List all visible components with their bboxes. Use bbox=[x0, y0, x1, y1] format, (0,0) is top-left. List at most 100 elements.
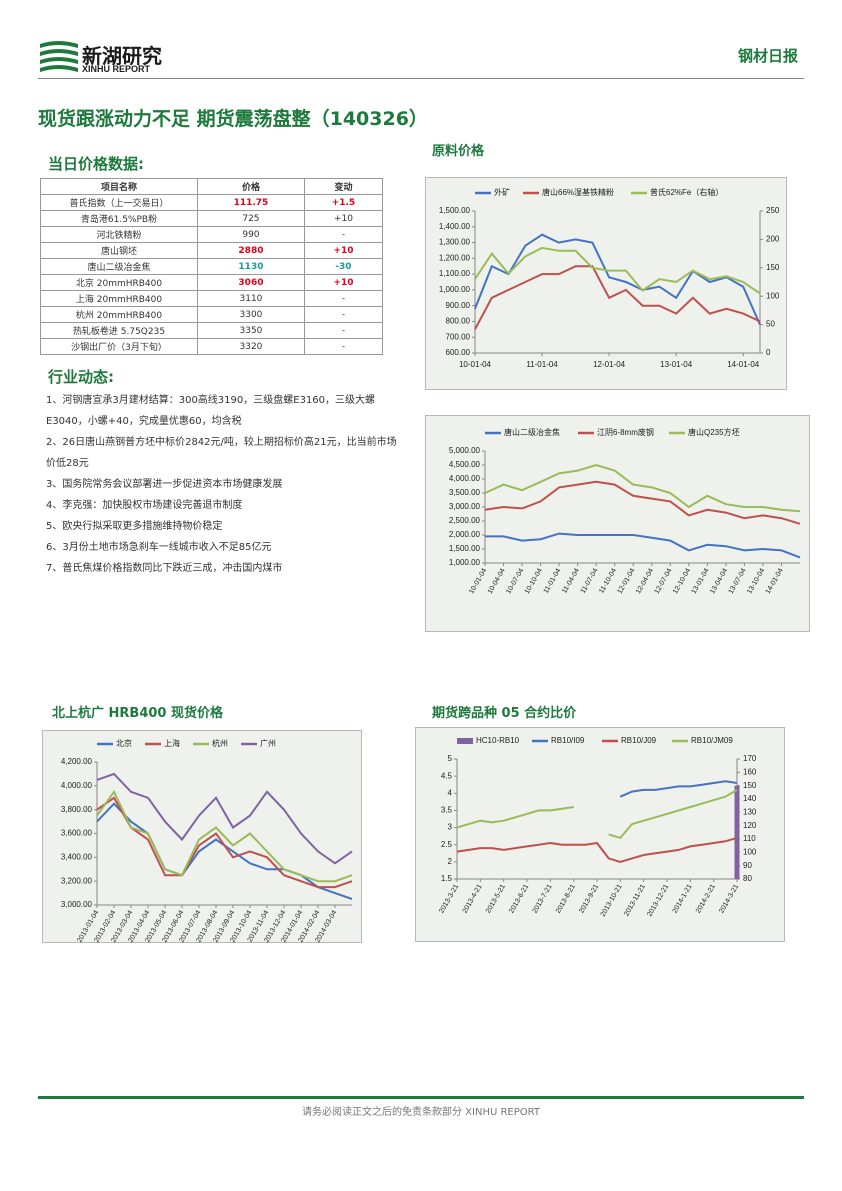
logo-en: XINHU REPORT bbox=[82, 64, 151, 74]
y-tick-label: 5,000.00 bbox=[449, 446, 481, 455]
y-tick-label: 3,600.00 bbox=[61, 829, 93, 838]
legend-label: 北京 bbox=[116, 738, 132, 748]
news-list: 1、河钢唐宣承3月建材结算：300高线3190，三级盘螺E3160，三级大螺E3… bbox=[46, 390, 406, 579]
y-tick-label: 4,000.00 bbox=[449, 474, 481, 483]
series-line bbox=[619, 780, 738, 798]
chart-background bbox=[425, 177, 787, 390]
y-tick-label: 3,000.00 bbox=[61, 900, 93, 909]
news-item: 3、国务院常务会议部署进一步促进资本市场健康发展 bbox=[46, 479, 283, 490]
legend-label: HC10-RB10 bbox=[476, 736, 520, 745]
table-row: 北京 20mmHRB400 3060 +10 bbox=[40, 274, 384, 291]
y-tick-label: 5 bbox=[448, 754, 453, 763]
news-item: 6、3月份土地市场急刹车一线城市收入不足85亿元 bbox=[46, 542, 272, 553]
header-rule bbox=[38, 78, 804, 79]
table-row: 沙钢出厂价（3月下旬） 3320- bbox=[40, 338, 384, 355]
table-cell: 杭州 20mmHRB400 bbox=[40, 306, 198, 323]
y-tick-label: 1,500.00 bbox=[449, 544, 481, 553]
table-cell: 3350 bbox=[197, 322, 305, 339]
y-tick-label: 800.00 bbox=[446, 317, 471, 326]
y-tick-label: 2,500.00 bbox=[449, 516, 481, 525]
legend-label: 广州 bbox=[260, 738, 276, 748]
y-tick-label: 4 bbox=[448, 788, 453, 797]
table-row: 唐山二级冶金焦 1130 -30 bbox=[40, 258, 384, 275]
news-item: 2、26日唐山燕钢普方坯中标价2842元/吨，较上期招标价高21元，比当前市场价… bbox=[46, 437, 397, 469]
legend-swatch bbox=[457, 738, 473, 744]
y2-tick-label: 160 bbox=[743, 767, 757, 776]
y-tick-label: 1,100.00 bbox=[439, 269, 471, 278]
table-row: 青岛港61.5%PB粉 725 +10 bbox=[40, 210, 384, 227]
y-tick-label: 3,400.00 bbox=[61, 852, 93, 861]
chart-title: 原料价格 bbox=[432, 144, 485, 159]
legend-label: RB10/JM09 bbox=[691, 736, 733, 745]
y-tick-label: 4,500.00 bbox=[449, 460, 481, 469]
series-line bbox=[484, 480, 801, 525]
y-tick-label: 2,000.00 bbox=[449, 530, 481, 539]
bar bbox=[734, 785, 740, 879]
legend-label: RB10/J09 bbox=[621, 736, 657, 745]
chart-background bbox=[415, 727, 785, 942]
x-tick-label: 13-01-04 bbox=[660, 360, 693, 369]
series-line bbox=[474, 233, 761, 326]
table-cell: 唐山二级冶金焦 bbox=[40, 258, 198, 275]
y-tick-label: 1,200.00 bbox=[439, 253, 471, 262]
table-cell: +1.5 bbox=[303, 194, 384, 211]
chart: 600.00 700.00 800.00 900.00 1,000.00 1,100.00… bbox=[425, 177, 787, 390]
table-cell: - bbox=[303, 322, 384, 339]
y-tick-label: 900.00 bbox=[446, 301, 471, 310]
x-tick-label: 10-01-04 bbox=[459, 360, 492, 369]
section-heading: 当日价格数据: bbox=[48, 155, 144, 173]
chart-title: 期货跨品种 05 合约比价 bbox=[432, 706, 577, 721]
y-tick-label: 3,800.00 bbox=[61, 805, 93, 814]
legend-label: RB10/I09 bbox=[551, 736, 585, 745]
table-header-cell: 项目名称 bbox=[40, 178, 198, 195]
logo-mark bbox=[40, 41, 78, 72]
legend-label: 江阴6-8mm废钢 bbox=[597, 427, 654, 437]
news-item: 7、普氏焦煤价格指数同比下跌近三成，冲击国内煤市 bbox=[46, 563, 283, 574]
x-tick-label: 11-01-04 bbox=[526, 360, 558, 369]
chart-background bbox=[425, 415, 810, 632]
series-line bbox=[474, 265, 761, 330]
legend-label: 普氏62%Fe（右轴） bbox=[650, 187, 723, 197]
y-tick-label: 3,000.00 bbox=[449, 502, 481, 511]
footer-rule bbox=[38, 1096, 804, 1099]
table-row: 热轧板卷进 5.75Q235 3350- bbox=[40, 322, 384, 339]
footer: 请务必阅读正文之后的免责条款部分 XINHU REPORT bbox=[302, 1107, 540, 1118]
table-header-cell: 变动 bbox=[303, 178, 384, 195]
y2-tick-label: 0 bbox=[766, 348, 771, 357]
table-row: 河北铁精粉 990- bbox=[40, 226, 384, 243]
news-item: 1、河钢唐宣承3月建材结算：300高线3190，三级盘螺E3160，三级大螺E3… bbox=[46, 395, 376, 427]
y2-tick-label: 200 bbox=[766, 235, 780, 244]
y-tick-label: 1.5 bbox=[441, 874, 453, 883]
y2-tick-label: 150 bbox=[743, 781, 757, 790]
price-table: 项目名称 价格 变动 普氏指数（上一交易日） 111.75 +1.5 青岛港61.5%PB粉… bbox=[40, 178, 384, 355]
chart: 1.5 2 2.5 3 3.5 4 4.5 5 80 90 100 110 120 130 140 150 16… bbox=[415, 727, 785, 942]
table-cell: 北京 20mmHRB400 bbox=[40, 274, 198, 291]
table-header-row: 项目名称 价格 变动 bbox=[40, 178, 384, 195]
table-row: 普氏指数（上一交易日） 111.75 +1.5 bbox=[40, 194, 384, 211]
legend-label: 上海 bbox=[164, 738, 180, 748]
table-cell: 725 bbox=[197, 210, 305, 227]
table-row: 上海 20mmHRB400 3110- bbox=[40, 290, 384, 307]
chart: 1,000.00 1,500.00 2,000.00 2,500.00 3,000.00… bbox=[425, 415, 810, 632]
table-cell: 上海 20mmHRB400 bbox=[40, 290, 198, 307]
table-row: 唐山钢坯 2880 +10 bbox=[40, 242, 384, 259]
legend-label: 唐山66%湿基铁精粉 bbox=[542, 187, 614, 197]
table-cell: 3320 bbox=[197, 338, 305, 355]
y-tick-label: 3.5 bbox=[441, 806, 453, 815]
table-header-cell: 价格 bbox=[197, 178, 305, 195]
series-line bbox=[485, 532, 801, 559]
y-tick-label: 1,000.00 bbox=[439, 285, 471, 294]
y2-tick-label: 90 bbox=[743, 861, 752, 870]
y-tick-label: 1,400.00 bbox=[439, 222, 471, 231]
table-cell: 青岛港61.5%PB粉 bbox=[40, 210, 198, 227]
y2-tick-label: 170 bbox=[743, 754, 757, 763]
table-cell: -30 bbox=[303, 258, 384, 275]
y-tick-label: 1,300.00 bbox=[439, 238, 471, 247]
table-cell: +10 bbox=[303, 242, 384, 259]
y2-tick-label: 250 bbox=[766, 206, 780, 215]
y-tick-label: 2 bbox=[448, 857, 453, 866]
y2-tick-label: 100 bbox=[743, 847, 757, 856]
table-cell: 111.75 bbox=[197, 194, 305, 211]
table-cell: 普氏指数（上一交易日） bbox=[40, 194, 198, 211]
